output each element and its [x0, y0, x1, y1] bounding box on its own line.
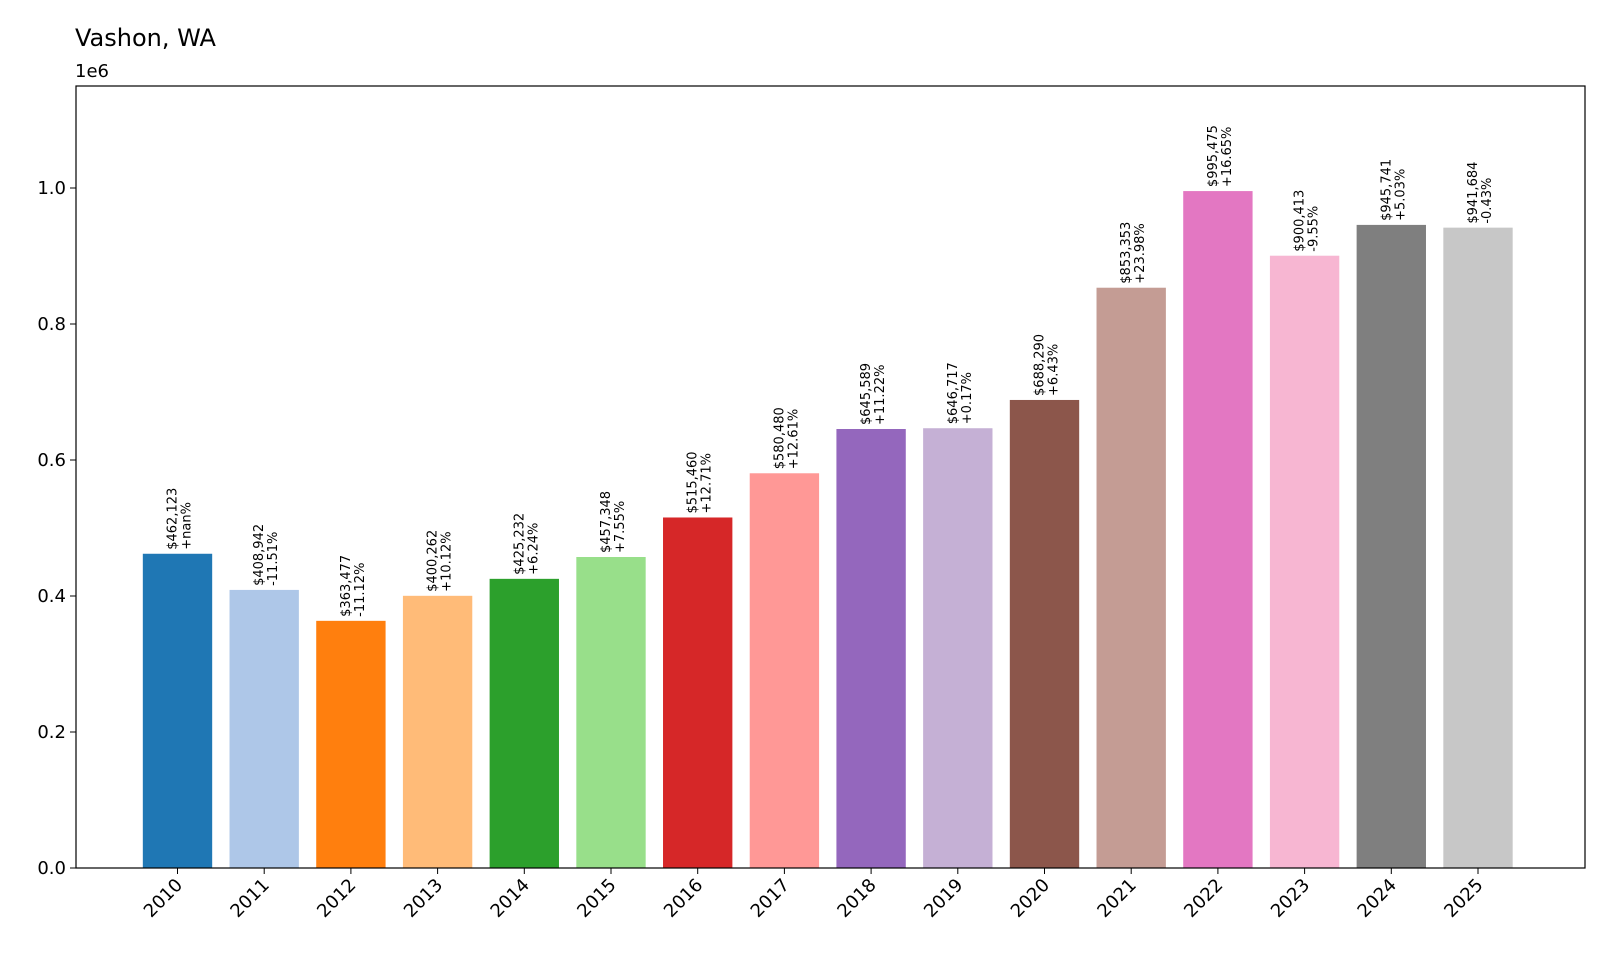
bar-value-label-2013: $400,262: [426, 530, 441, 592]
x-tick-label-2022: 2022: [1180, 875, 1227, 922]
bar-change-label-2011: -11.51%: [266, 532, 281, 586]
bar-2018: [836, 429, 906, 868]
bar-value-label-2015: $457,348: [599, 491, 614, 553]
x-tick-label-2011: 2011: [226, 875, 273, 922]
bar-value-label-2020: $688,290: [1033, 334, 1048, 396]
bar-value-label-2022: $995,475: [1206, 125, 1221, 187]
x-tick-label-2017: 2017: [747, 875, 794, 922]
bar-2015: [576, 557, 646, 868]
bar-2017: [749, 473, 820, 868]
x-tick-label-2013: 2013: [400, 875, 447, 922]
bar-change-label-2018: +11.22%: [873, 365, 888, 425]
bar-change-label-2023: -9.55%: [1307, 206, 1322, 252]
x-tick-label-2012: 2012: [313, 875, 360, 922]
bar-value-label-2012: $363,477: [339, 555, 354, 617]
bar-2014: [489, 578, 559, 868]
x-axis: 2010 2011 2012 2013 2014 2015 2016 2017 2018 2019…: [140, 868, 1488, 922]
data-labels-group: $462,123 +nan% $408,942 -11.51% $363,477 -11.…: [166, 125, 1496, 617]
x-tick-label-2018: 2018: [833, 875, 880, 922]
y-tick-label-0.0: 0.0: [37, 858, 66, 879]
bar-2013: [402, 595, 473, 868]
bar-change-label-2019: +0.17%: [960, 372, 975, 424]
y-tick-label-0.6: 0.6: [37, 450, 66, 471]
bar-change-label-2010: +nan%: [180, 502, 195, 550]
bar-change-label-2021: +23.98%: [1133, 223, 1148, 283]
bar-value-label-2021: $853,353: [1119, 222, 1134, 284]
y-tick-label-0.4: 0.4: [37, 586, 66, 607]
bar-2025: [1443, 227, 1513, 868]
plot-frame: [75, 85, 1586, 869]
bar-2019: [923, 428, 993, 868]
bar-change-label-2016: +12.71%: [700, 453, 715, 513]
bar-change-label-2013: +10.12%: [440, 531, 455, 591]
bar-2024: [1356, 224, 1426, 868]
bar-change-label-2024: +5.03%: [1393, 169, 1408, 221]
bar-value-label-2025: $941,684: [1466, 162, 1481, 224]
bar-value-label-2019: $646,717: [946, 362, 961, 424]
bar-change-label-2025: -0.43%: [1480, 178, 1495, 224]
chart-title: Vashon, WA: [75, 24, 217, 52]
bar-value-label-2010: $462,123: [166, 488, 181, 550]
bar-change-label-2017: +12.61%: [786, 409, 801, 469]
bar-value-label-2016: $515,460: [686, 451, 701, 513]
x-tick-label-2015: 2015: [573, 875, 620, 922]
bar-value-label-2023: $900,413: [1293, 190, 1308, 252]
bar-change-label-2022: +16.65%: [1220, 127, 1235, 187]
x-tick-label-2014: 2014: [487, 875, 534, 922]
y-tick-label-1.0: 1.0: [37, 178, 66, 199]
bar-2016: [663, 517, 733, 868]
bar-change-label-2014: +6.24%: [526, 523, 541, 575]
bars-group: [142, 191, 1513, 869]
bar-change-label-2020: +6.43%: [1047, 344, 1062, 396]
x-tick-label-2019: 2019: [920, 875, 967, 922]
y-axis: 0.0 0.2 0.4 0.6 0.8 1.0: [37, 178, 76, 879]
x-tick-label-2016: 2016: [660, 875, 707, 922]
bar-2020: [1009, 399, 1080, 868]
bar-value-label-2017: $580,480: [772, 407, 787, 469]
bar-2011: [229, 589, 299, 868]
bar-2010: [142, 553, 213, 868]
y-tick-label-0.8: 0.8: [37, 314, 66, 335]
y-axis-offset-label: 1e6: [75, 61, 109, 82]
x-tick-label-2024: 2024: [1354, 875, 1401, 922]
bar-2012: [316, 620, 386, 868]
x-tick-label-2020: 2020: [1007, 875, 1054, 922]
y-tick-label-0.2: 0.2: [37, 722, 66, 743]
x-tick-label-2021: 2021: [1093, 875, 1140, 922]
bar-change-label-2015: +7.55%: [613, 501, 628, 553]
x-tick-label-2025: 2025: [1440, 875, 1487, 922]
bar-value-label-2014: $425,232: [512, 513, 527, 575]
x-tick-label-2023: 2023: [1267, 875, 1314, 922]
bar-2023: [1269, 255, 1340, 869]
bar-value-label-2011: $408,942: [252, 524, 267, 586]
bar-2021: [1096, 287, 1166, 869]
bar-change-label-2012: -11.12%: [353, 563, 368, 617]
bar-value-label-2024: $945,741: [1379, 159, 1394, 221]
bar-2022: [1183, 191, 1253, 868]
bar-value-label-2018: $645,589: [859, 363, 874, 425]
x-tick-label-2010: 2010: [140, 875, 187, 922]
